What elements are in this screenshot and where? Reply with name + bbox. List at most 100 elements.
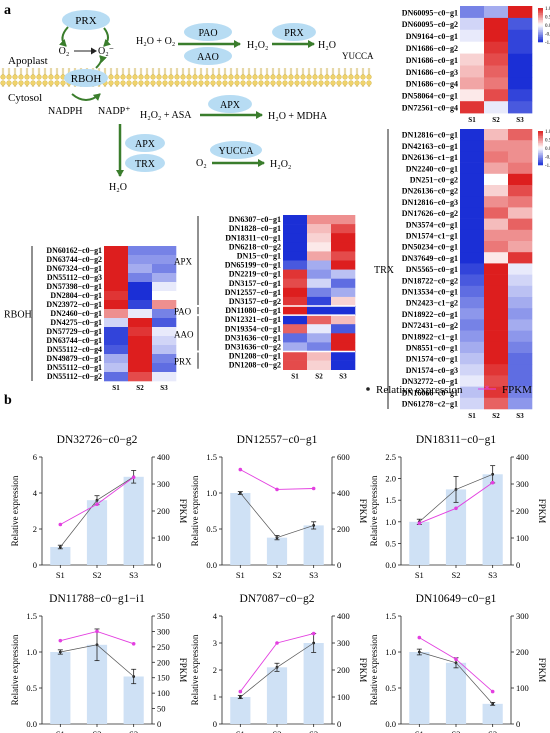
heatmap-cell xyxy=(104,282,129,292)
heatmap-cell xyxy=(460,353,485,365)
heatmap-row-label: DN1574−c0−g1 xyxy=(406,355,458,364)
heatmap-cell xyxy=(460,89,485,102)
scale-swatch xyxy=(538,156,543,159)
heatmap-cell xyxy=(283,287,308,298)
x-tick-label: S2 xyxy=(273,570,282,580)
heatmap-cell xyxy=(128,354,153,364)
heatmap-row-label: DN15−c0−g1 xyxy=(237,251,281,260)
heatmap-cell xyxy=(331,251,356,261)
x-tick-label: S1 xyxy=(415,729,424,733)
heatmap-row-label: DN1574−c1−g1 xyxy=(406,232,458,241)
heatmap-cell xyxy=(508,53,533,66)
legend: Relative expression * FPKM xyxy=(366,384,532,396)
heatmap-cell xyxy=(508,386,533,399)
heatmap-cell xyxy=(307,287,332,298)
fpkm-point xyxy=(58,522,63,527)
r3-right-label: H₂O + MDHA xyxy=(268,111,328,122)
scale-swatch xyxy=(538,9,543,12)
scale-swatch xyxy=(538,154,543,157)
legend-relative-label: Relative expression xyxy=(376,384,463,396)
heatmap-cell xyxy=(128,363,153,373)
scale-tick-label: 0.5 xyxy=(545,139,550,144)
heatmap-cell xyxy=(508,173,533,186)
scale-swatch xyxy=(538,21,543,24)
heatmap-cell xyxy=(508,364,533,376)
y-tick-label: 4 xyxy=(33,488,38,498)
chart-title: DN18311−c0−g1 xyxy=(416,434,497,446)
heatmap-cell xyxy=(283,233,308,243)
heatmap-cell xyxy=(283,224,308,234)
heatmap-cell xyxy=(331,260,356,270)
y-axis-label: Relative expression xyxy=(190,634,200,705)
chart-title: DN32726−c0−g2 xyxy=(57,434,138,446)
heatmap-cell xyxy=(152,264,177,274)
r2-right-label: H₂O xyxy=(318,40,336,51)
heatmap-cell xyxy=(152,354,177,364)
heatmap-cell xyxy=(508,129,533,141)
nadph-arrow xyxy=(71,93,101,101)
y-tick-label: 0.0 xyxy=(385,719,396,729)
y-tick-label: 3 xyxy=(213,638,217,648)
scale-tick-label: 0.0 xyxy=(545,24,550,29)
y-tick-label: 0 xyxy=(33,560,37,570)
scale-swatch xyxy=(538,35,543,38)
heatmap-cell xyxy=(484,53,509,66)
relative-expression-line xyxy=(240,642,314,698)
bar xyxy=(50,652,71,724)
y-tick-label: 0 xyxy=(213,719,217,729)
heatmap-cell xyxy=(331,315,356,325)
y-tick-label: 1.5 xyxy=(385,611,396,621)
fpkm-point xyxy=(417,635,422,640)
heatmap-cell xyxy=(460,185,485,197)
scale-swatch xyxy=(538,23,543,26)
bar xyxy=(409,652,430,724)
heatmap-cell xyxy=(128,300,153,310)
heatmap-column-label: S1 xyxy=(468,412,476,420)
heatmap-row-label: DN251−c0−g2 xyxy=(410,176,458,185)
heatmap-cell xyxy=(128,309,153,319)
scale-swatch xyxy=(538,144,543,147)
heatmap-row-label: DN1686−c0−g4 xyxy=(406,80,458,89)
y-tick-label: 1.0 xyxy=(385,647,396,657)
heatmap-cell xyxy=(331,342,356,352)
bar-chart: DN12557−c0−g1 0.0 0.5 1.0 1.5 0 200 400 600 Relat… xyxy=(190,434,368,580)
heatmap-cell xyxy=(460,252,485,264)
heatmap-column-label: S3 xyxy=(160,384,168,392)
heatmap-cell xyxy=(508,162,533,175)
fpkm-point xyxy=(311,631,316,636)
y-tick-label: 0.0 xyxy=(26,719,37,729)
heatmap-cell xyxy=(460,17,485,31)
heatmap-row-label: DN12816−c0−g1 xyxy=(402,131,458,140)
heatmap-cell xyxy=(331,360,356,370)
y2-axis-label: FPKM xyxy=(358,499,368,524)
y-tick-label: 1.0 xyxy=(26,647,37,657)
heatmap-cell xyxy=(484,241,509,253)
scale-tick-label: -1.0 xyxy=(545,164,550,169)
heatmap-cell xyxy=(508,77,533,90)
heatmap-cell xyxy=(307,260,332,270)
heatmap-row-label: DN16066−c0−g1 xyxy=(402,388,458,397)
fpkm-point xyxy=(131,641,136,646)
heatmap-cell xyxy=(508,140,533,152)
y2-tick-label: 0 xyxy=(516,560,520,570)
heatmap-group-label: TRX xyxy=(374,265,395,276)
apx-ellipse xyxy=(125,134,165,152)
y2-tick-label: 300 xyxy=(516,479,529,489)
heatmap-cell xyxy=(484,185,509,197)
heatmap-column-label: S3 xyxy=(516,412,524,420)
heatmap-cell xyxy=(307,333,332,343)
x-tick-label: S2 xyxy=(452,729,461,733)
bar xyxy=(445,489,467,565)
apx-label: APX xyxy=(135,139,156,150)
heatmap-row-label: DN3157−c0−g2 xyxy=(229,297,281,306)
o2-label: O₂ xyxy=(59,46,70,57)
heatmap-cell xyxy=(128,255,153,265)
heatmap-row-label: DN12557−c0−g1 xyxy=(225,288,281,297)
heatmap-row-label: DN31636−c0−g1 xyxy=(225,333,281,342)
heatmap-cell xyxy=(128,264,153,274)
scale-swatch xyxy=(538,13,543,16)
heatmap-cell xyxy=(307,306,332,316)
y2-tick-label: 100 xyxy=(516,533,529,543)
heatmap-cell xyxy=(508,375,533,387)
